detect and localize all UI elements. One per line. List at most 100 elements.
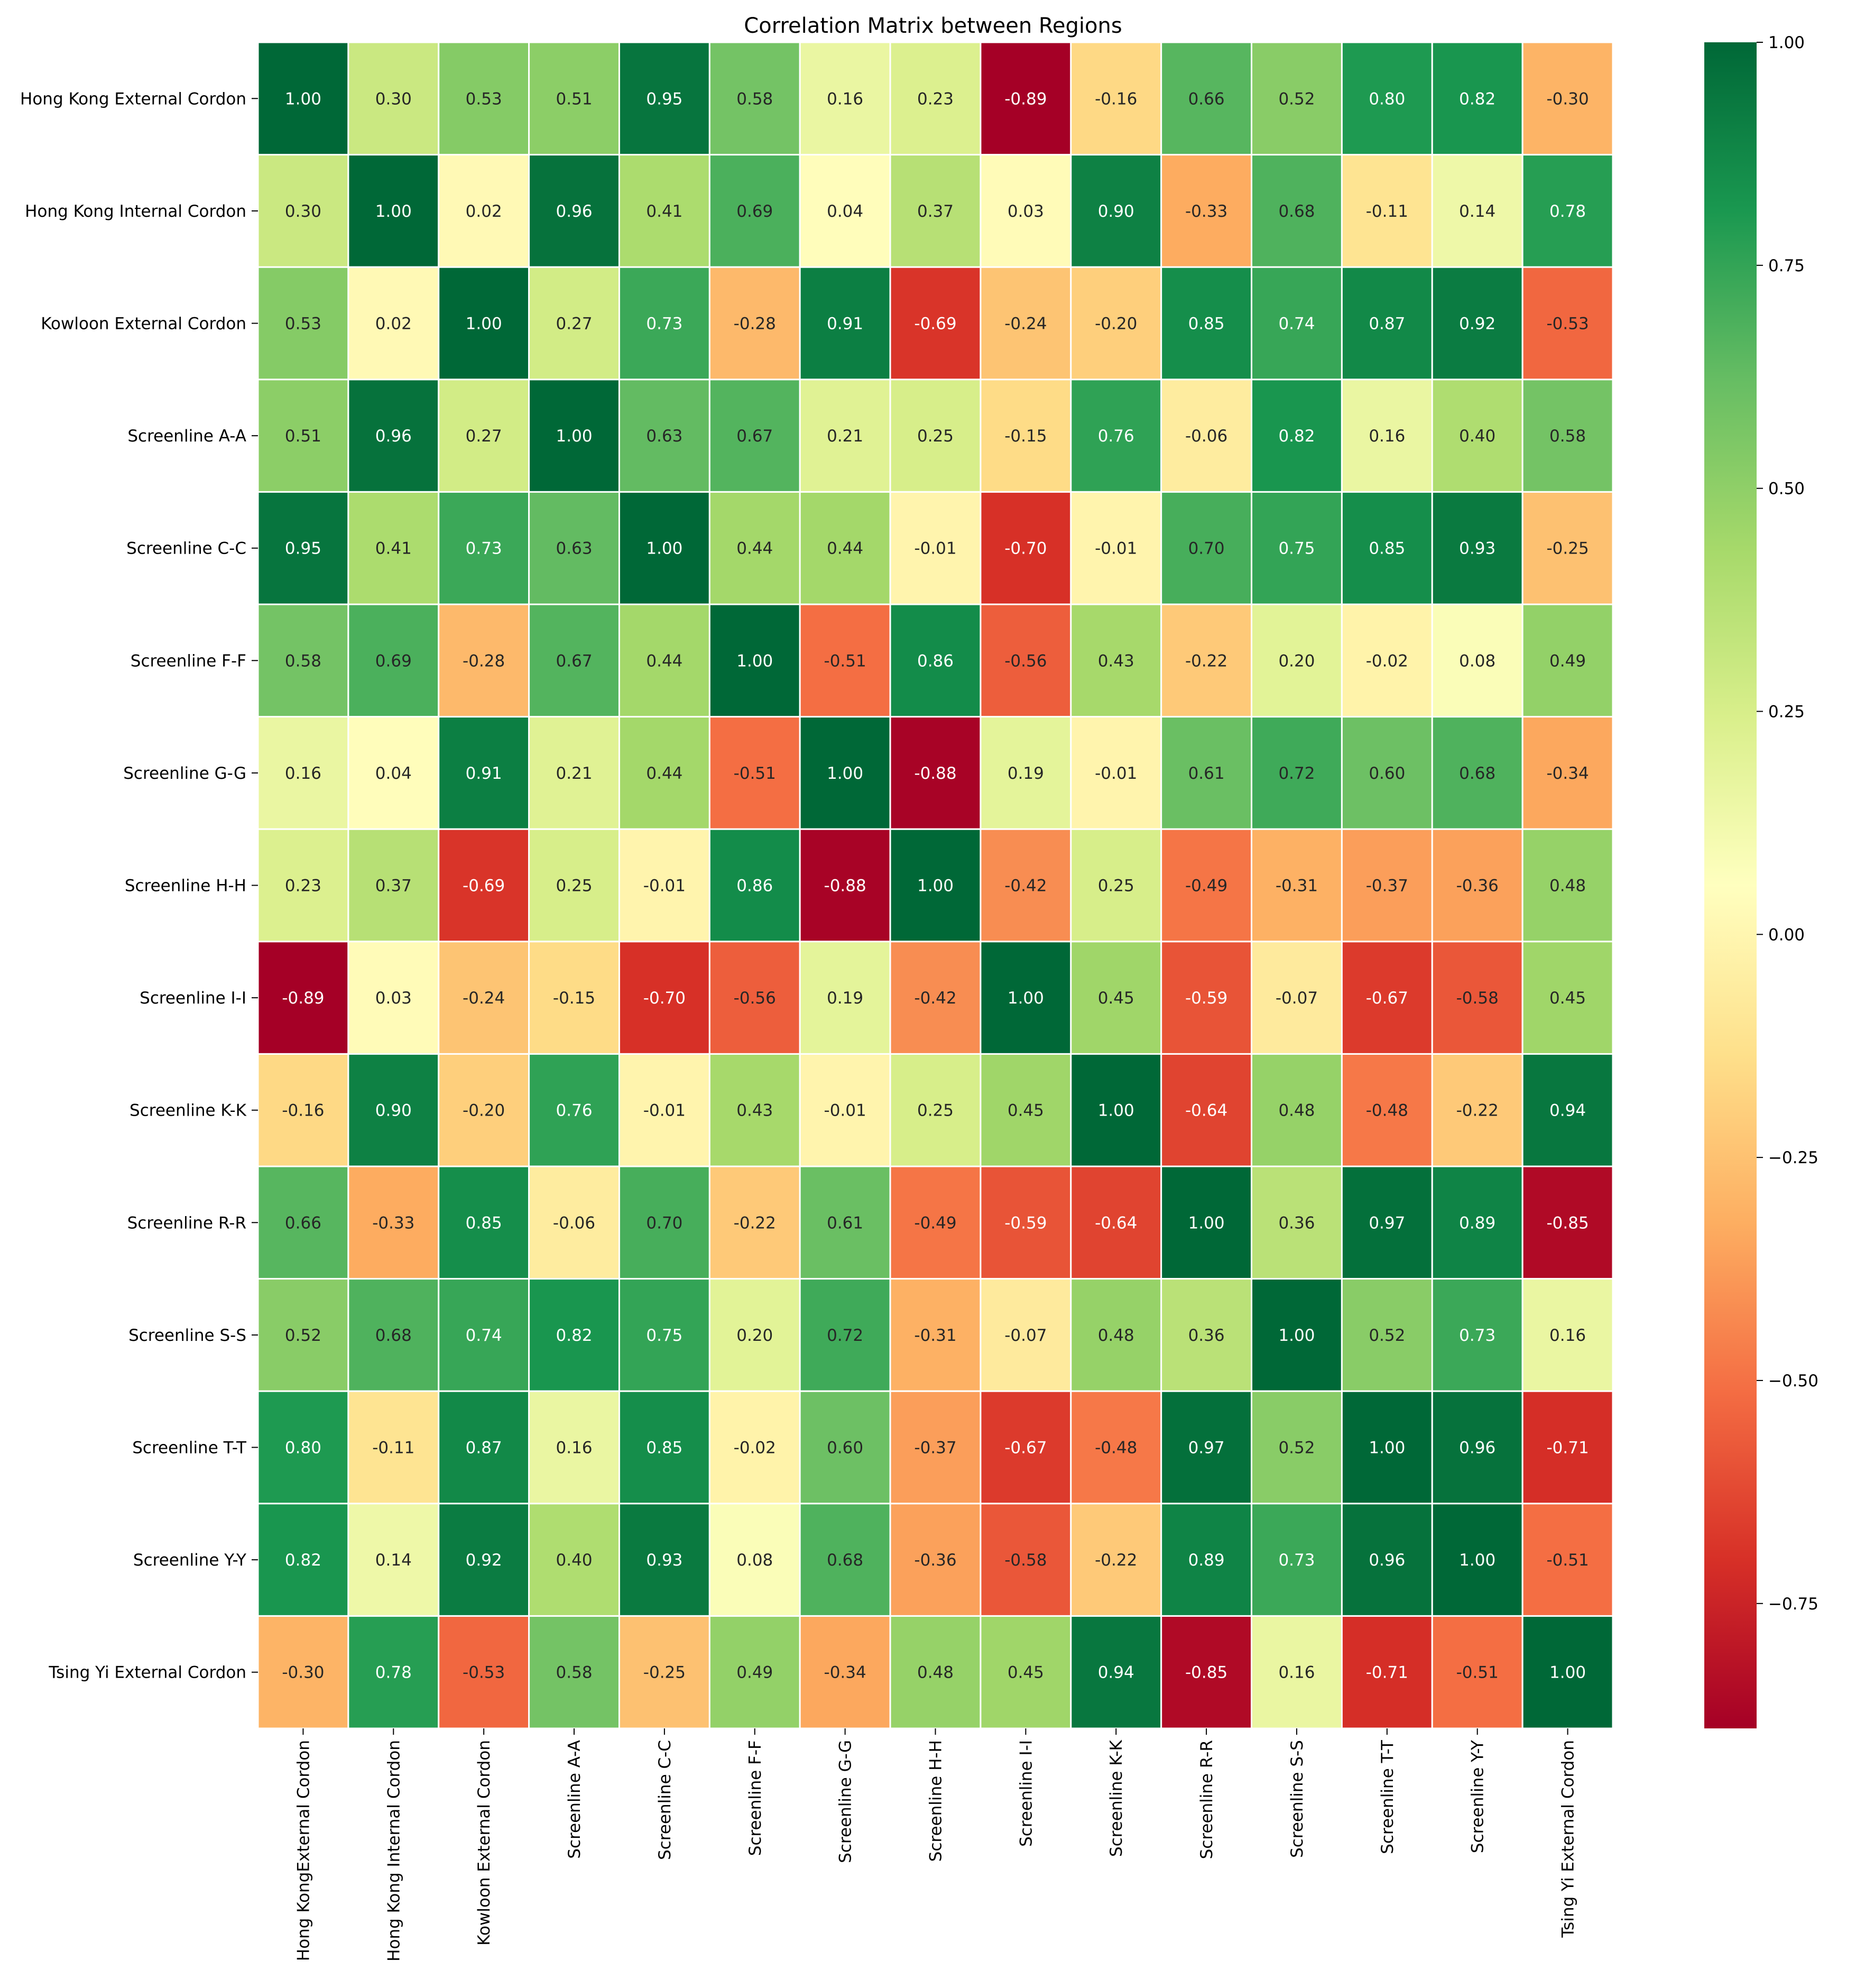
y-tick-label: Kowloon External Cordon — [41, 315, 246, 334]
heatmap-cell — [1431, 1278, 1523, 1392]
cell-value-label: -0.31 — [914, 1326, 956, 1345]
cell-value-label: 0.68 — [1278, 202, 1315, 221]
cell-value-label: 1.00 — [1278, 1326, 1315, 1345]
heatmap-cell — [1521, 266, 1614, 381]
cell-value-label: 0.04 — [375, 764, 412, 783]
cell-value-label: 0.03 — [375, 989, 412, 1008]
cell-value-label: 0.95 — [285, 539, 321, 558]
y-tick-label: Screenline T-T — [132, 1439, 247, 1458]
cell-value-label: -0.06 — [553, 1213, 595, 1232]
cell-value-label: 0.58 — [556, 1663, 593, 1682]
cell-value-label: 0.78 — [1549, 202, 1586, 221]
heatmap-cell — [347, 828, 440, 943]
cell-value-label: 0.82 — [1278, 427, 1315, 446]
cell-value-label: 0.82 — [556, 1326, 593, 1345]
cell-value-label: 0.97 — [1188, 1439, 1225, 1458]
heatmap-cell — [438, 603, 530, 718]
heatmap-cell — [257, 1503, 349, 1617]
cell-value-label: -0.69 — [463, 877, 505, 896]
heatmap-cell — [618, 828, 710, 943]
cell-value-label: 0.40 — [556, 1551, 593, 1570]
cell-value-label: 0.41 — [375, 539, 412, 558]
cell-value-label: 0.16 — [1369, 427, 1405, 446]
cell-value-label: 0.23 — [917, 89, 954, 108]
heatmap-cell — [1341, 603, 1433, 718]
heatmap-cell — [1160, 1503, 1253, 1617]
cell-value-label: 0.25 — [1098, 877, 1134, 896]
heatmap-cells: 1.00 0.30 0.53 0.51 0.95 0.58 0.16 0.23 -0.89 -0.… — [257, 41, 1614, 1729]
cell-value-label: 0.25 — [917, 1101, 954, 1120]
cell-value-label: -0.01 — [824, 1101, 866, 1120]
cell-value-label: 0.85 — [646, 1439, 682, 1458]
heatmap-cell — [347, 379, 440, 493]
cell-value-label: 0.27 — [556, 315, 593, 334]
heatmap-cell — [799, 1278, 891, 1392]
heatmap-cell — [1521, 1278, 1614, 1392]
heatmap-cell — [1341, 1165, 1433, 1280]
heatmap-cell — [889, 154, 982, 268]
cell-value-label: 0.72 — [827, 1326, 863, 1345]
cell-value-label: 1.00 — [556, 427, 593, 446]
y-tick-label: Screenline R-R — [127, 1213, 246, 1232]
cell-value-label: 0.27 — [466, 427, 502, 446]
cell-value-label: -0.56 — [734, 989, 776, 1008]
cell-value-label: 1.00 — [1008, 989, 1044, 1008]
cell-value-label: 0.96 — [1369, 1551, 1405, 1570]
cell-value-label: -0.01 — [1095, 764, 1137, 783]
cell-value-label: 0.73 — [1459, 1326, 1495, 1345]
cell-value-label: 0.63 — [556, 539, 593, 558]
cell-value-label: -0.15 — [553, 989, 595, 1008]
cell-value-label: 0.95 — [646, 89, 682, 108]
heatmap-cell — [1160, 1615, 1253, 1729]
heatmap-cell — [889, 41, 982, 156]
heatmap-cell — [889, 941, 982, 1055]
cell-value-label: 0.53 — [466, 89, 502, 108]
cell-value-label: -0.37 — [914, 1439, 956, 1458]
colorbar-gradient — [1704, 42, 1757, 1728]
cell-value-label: -0.71 — [1546, 1439, 1589, 1458]
cell-value-label: 0.72 — [1278, 764, 1315, 783]
cell-value-label: 0.80 — [1369, 89, 1405, 108]
heatmap-cell — [1070, 1278, 1162, 1392]
cell-value-label: 0.86 — [736, 877, 773, 896]
cell-value-label: -0.22 — [1185, 651, 1227, 670]
heatmap-cell — [438, 1278, 530, 1392]
cell-value-label: -0.24 — [1004, 315, 1047, 334]
heatmap-cell — [799, 716, 891, 830]
cell-value-label: -0.58 — [1004, 1551, 1047, 1570]
heatmap-cell — [889, 379, 982, 493]
cell-value-label: -0.70 — [1004, 539, 1047, 558]
cell-value-label: 0.86 — [917, 651, 954, 670]
cell-value-label: -0.71 — [1366, 1663, 1408, 1682]
cell-value-label: 0.97 — [1369, 1213, 1405, 1232]
heatmap-cell — [347, 1278, 440, 1392]
cell-value-label: 0.48 — [917, 1663, 954, 1682]
heatmap-cell — [708, 603, 801, 718]
x-tick-label: Hong Kong Internal Cordon — [384, 1740, 403, 1962]
cell-value-label: 0.96 — [1459, 1439, 1495, 1458]
cell-value-label: 0.67 — [556, 651, 593, 670]
heatmap-cell — [347, 41, 440, 156]
cell-value-label: 0.36 — [1188, 1326, 1225, 1345]
heatmap-cell — [708, 154, 801, 268]
cell-value-label: -0.36 — [1456, 877, 1499, 896]
heatmap-cell — [1070, 1165, 1162, 1280]
cell-value-label: -0.64 — [1095, 1213, 1137, 1232]
heatmap-cell — [1251, 266, 1343, 381]
cell-value-label: 0.48 — [1549, 877, 1586, 896]
y-tick-label: Screenline G-G — [123, 764, 246, 783]
cell-value-label: -0.49 — [1185, 877, 1227, 896]
cell-value-label: 0.76 — [556, 1101, 593, 1120]
cell-value-label: -0.33 — [1185, 202, 1227, 221]
heatmap-cell — [1431, 379, 1523, 493]
cell-value-label: 0.45 — [1098, 989, 1134, 1008]
heatmap-cell — [1341, 1615, 1433, 1729]
heatmap-cell — [257, 1615, 349, 1729]
cell-value-label: 0.73 — [646, 315, 682, 334]
cell-value-label: 0.76 — [1098, 427, 1134, 446]
x-tick-label: Screenline G-G — [836, 1740, 855, 1863]
cell-value-label: 0.23 — [285, 877, 321, 896]
heatmap-cell — [799, 603, 891, 718]
heatmap-cell — [1521, 491, 1614, 605]
